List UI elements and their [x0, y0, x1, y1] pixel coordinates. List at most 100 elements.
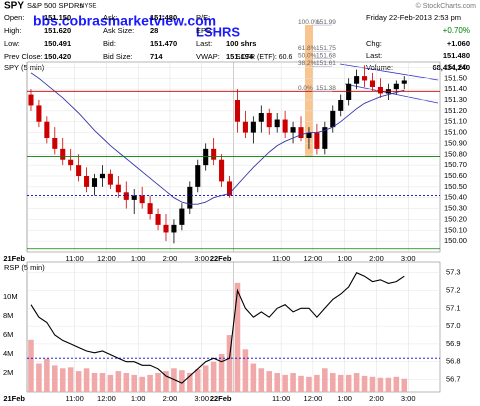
- field-value: +1.060: [447, 39, 470, 48]
- volume-bar: [59, 368, 66, 392]
- volume-bar: [298, 375, 304, 392]
- volume-bar: [377, 377, 384, 392]
- date: Friday 22-Feb-2013 2:53 pm: [366, 13, 461, 22]
- y-tick-label: 150.60: [444, 171, 467, 180]
- volume-bar: [179, 370, 185, 392]
- volume-bar: [306, 376, 312, 392]
- field-value: 150.420: [44, 52, 71, 61]
- volume-bar: [337, 374, 344, 392]
- candle-body: [147, 203, 153, 214]
- candle-body: [171, 224, 177, 233]
- field-label: Last:: [366, 51, 382, 60]
- candle-body: [44, 121, 50, 138]
- volume-bar: [44, 358, 50, 392]
- fib-label: 0.0%: [298, 85, 313, 92]
- candle-body: [322, 127, 328, 149]
- candle-body: [195, 165, 201, 187]
- y-tick-label: 10M: [3, 292, 18, 301]
- candle-body: [187, 186, 193, 209]
- volume-bar: [83, 368, 90, 392]
- y-tick-label: 150.10: [444, 225, 467, 234]
- candle-body: [393, 83, 399, 90]
- x-tick-label: 12:00: [97, 394, 116, 403]
- volume-bar: [218, 354, 225, 392]
- symbol: SPY: [4, 1, 24, 12]
- y2-tick-label: 57.0: [446, 321, 461, 330]
- candle-body: [346, 83, 352, 100]
- fib-label: 50.0%: [298, 52, 317, 59]
- candle-body: [377, 86, 383, 94]
- tag: LSHRS: [196, 24, 240, 39]
- volume-bar: [385, 377, 392, 392]
- volume-bar: [194, 369, 201, 392]
- x-tick-label: 12:00: [304, 394, 323, 403]
- candle-body: [369, 80, 376, 87]
- y-tick-label: 150.80: [444, 149, 467, 158]
- volume-bar: [75, 371, 82, 392]
- candle-body: [107, 173, 113, 185]
- field-label: Ask Size:: [103, 26, 134, 35]
- volume-bar: [115, 371, 122, 392]
- x-tick-label: 11:00: [66, 394, 84, 403]
- x-tick-label: 2:00: [163, 254, 178, 263]
- volume-bar: [258, 368, 265, 392]
- candle-body: [28, 94, 34, 106]
- volume-bar: [52, 365, 58, 392]
- volume-bar: [171, 368, 177, 392]
- field-label: Prev Close:: [4, 52, 43, 61]
- field-value: 151.470: [150, 39, 177, 48]
- x-tick-label: 11:00: [66, 254, 84, 263]
- candle-body: [115, 184, 121, 193]
- y-tick-label: 151.40: [444, 84, 467, 93]
- candle-body: [131, 195, 137, 200]
- x-tick-label: 3:00: [194, 394, 209, 403]
- candle-body: [99, 173, 105, 179]
- fib-value: 151.75: [316, 45, 336, 52]
- x-tick-label: 12:00: [304, 254, 323, 263]
- field-label: P/E:: [196, 13, 210, 22]
- exchange: NYSE: [80, 4, 96, 10]
- x-tick-label: 3:00: [401, 254, 416, 263]
- field-value: 151.194: [226, 52, 254, 61]
- x-tick-label: 22Feb: [210, 254, 232, 263]
- volume-bar: [369, 376, 376, 392]
- field-label: EPS:: [196, 26, 213, 35]
- candle-body: [84, 176, 90, 187]
- field-value: 151.480: [150, 13, 177, 22]
- volume-bar: [234, 282, 241, 392]
- volume-bar: [67, 367, 74, 392]
- candle-body: [330, 110, 336, 128]
- rsp-line: [30, 271, 405, 384]
- volume-bar: [345, 374, 352, 392]
- fib-label: 61.8%: [298, 45, 317, 52]
- credit: © StockCharts.com: [416, 2, 477, 10]
- candle-body: [362, 76, 368, 81]
- volume-bar: [123, 373, 130, 392]
- x-tick-label: 22Feb: [210, 394, 232, 403]
- volume-bar: [36, 363, 42, 392]
- y-tick-label: 151.20: [444, 106, 467, 115]
- candle-body: [338, 100, 344, 111]
- candle-body: [242, 121, 248, 133]
- volume-bar: [28, 339, 34, 392]
- field-label: Bid Size:: [103, 52, 133, 61]
- candle-body: [139, 195, 145, 204]
- candle-body: [226, 181, 233, 196]
- candle-body: [274, 119, 280, 128]
- y-tick-label: 6M: [3, 330, 13, 339]
- fib-value: 151.68: [316, 52, 336, 59]
- candle-body: [266, 113, 272, 128]
- symbol-name: S&P 500 SPDRs: [27, 1, 83, 10]
- volume-bar: [290, 373, 296, 392]
- field-value: 68,434,240: [432, 63, 470, 72]
- field-value: 150.491: [44, 39, 71, 48]
- field-value: 151.480: [443, 51, 470, 60]
- y2-tick-label: 57.3: [446, 268, 461, 277]
- sctr: SCTR (ETF): 60.6: [236, 54, 293, 61]
- candle-body: [314, 132, 320, 149]
- y-tick-label: 150.00: [444, 236, 467, 245]
- y-tick-label: 151.00: [444, 128, 467, 137]
- volume-bar: [91, 373, 98, 392]
- field-label: High:: [4, 26, 22, 35]
